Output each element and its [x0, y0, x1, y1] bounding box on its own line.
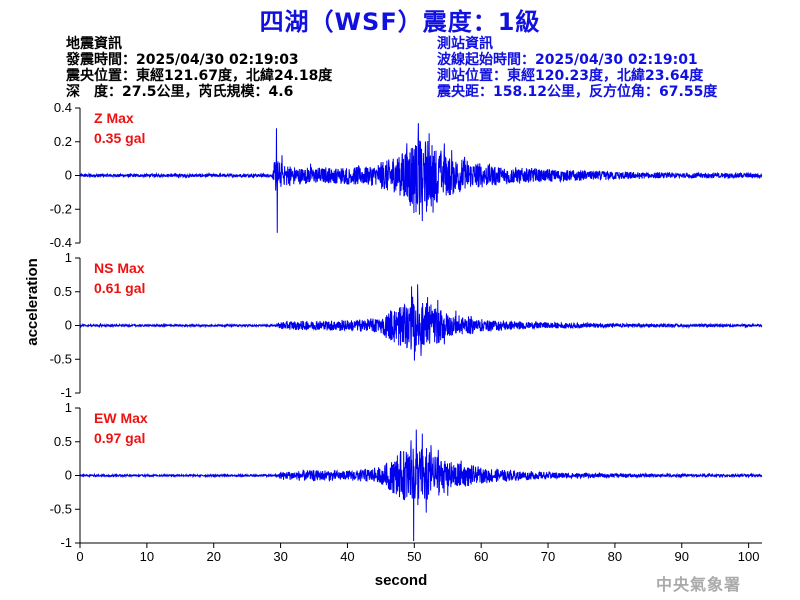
waveform-z — [79, 123, 763, 233]
max-value-z: 0.35 gal — [94, 130, 145, 146]
y-tick-label: 0.5 — [54, 284, 72, 299]
depth-magnitude: 深 度：27.5公里，芮氏規模：4.6 — [66, 84, 294, 100]
x-tick-label: 100 — [738, 549, 760, 564]
x-tick-label: 50 — [407, 549, 421, 564]
epicenter-location: 震央位置：東經121.67度，北緯24.18度 — [66, 68, 333, 84]
station-info-heading: 測站資訊 — [437, 36, 493, 52]
y-tick-label: 0.2 — [54, 134, 72, 149]
waveform-ns — [79, 284, 763, 361]
max-label-z: Z Max — [94, 110, 134, 126]
x-tick-label: 30 — [273, 549, 287, 564]
x-tick-label: 80 — [608, 549, 622, 564]
x-tick-label: 70 — [541, 549, 555, 564]
page-title: 四湖（WSF）震度：1級 — [259, 8, 541, 36]
max-value-ns: 0.61 gal — [94, 280, 145, 296]
y-axis-label: acceleration — [24, 258, 41, 346]
max-label-ns: NS Max — [94, 260, 145, 276]
x-axis-label: second — [375, 572, 428, 589]
station-location: 測站位置：東經120.23度，北緯23.64度 — [437, 68, 704, 84]
panel-z: -0.4 -0.2 0 0.2 0.4 Z Max 0.35 gal — [50, 100, 763, 250]
y-tick-label: -1 — [60, 535, 72, 550]
max-value-ew: 0.97 gal — [94, 430, 145, 446]
y-tick-label: 1 — [65, 400, 72, 415]
y-tick-label: 0 — [65, 168, 72, 183]
wave-start-time: 波線起始時間：2025/04/30 02:19:01 — [437, 52, 698, 68]
y-tick-label: 0.5 — [54, 434, 72, 449]
y-tick-label: -0.4 — [50, 235, 72, 250]
quake-info-heading: 地震資訊 — [66, 36, 122, 52]
waveform-ew — [79, 429, 763, 541]
y-tick-label: -0.5 — [50, 501, 72, 516]
distance-azimuth: 震央距：158.12公里，反方位角：67.55度 — [437, 84, 718, 100]
panel-ns: -1 -0.5 0 0.5 1 NS Max 0.61 gal — [50, 250, 763, 400]
x-tick-label: 10 — [140, 549, 154, 564]
x-tick-label: 40 — [340, 549, 354, 564]
y-tick-label: -1 — [60, 385, 72, 400]
y-tick-label: 0 — [65, 468, 72, 483]
x-tick-label: 0 — [76, 549, 83, 564]
station-info: 測站資訊 波線起始時間：2025/04/30 02:19:01 測站位置：東經1… — [437, 36, 717, 100]
y-tick-label: 0.4 — [54, 100, 72, 115]
x-tick-label: 20 — [206, 549, 220, 564]
earthquake-info: 地震資訊 發震時間：2025/04/30 02:19:03 震央位置：東經121… — [66, 36, 332, 100]
x-tick-label: 60 — [474, 549, 488, 564]
y-tick-label: -0.5 — [50, 351, 72, 366]
panel-ew: -1 -0.5 0 0.5 1 EW Max 0.97 gal — [50, 400, 763, 550]
agency-watermark: 中央氣象署 — [656, 575, 742, 594]
y-tick-label: -0.2 — [50, 201, 72, 216]
x-tick-label: 90 — [675, 549, 689, 564]
max-label-ew: EW Max — [94, 410, 148, 426]
origin-time: 發震時間：2025/04/30 02:19:03 — [66, 52, 299, 68]
y-tick-label: 0 — [65, 318, 72, 333]
y-tick-label: 1 — [65, 250, 72, 265]
